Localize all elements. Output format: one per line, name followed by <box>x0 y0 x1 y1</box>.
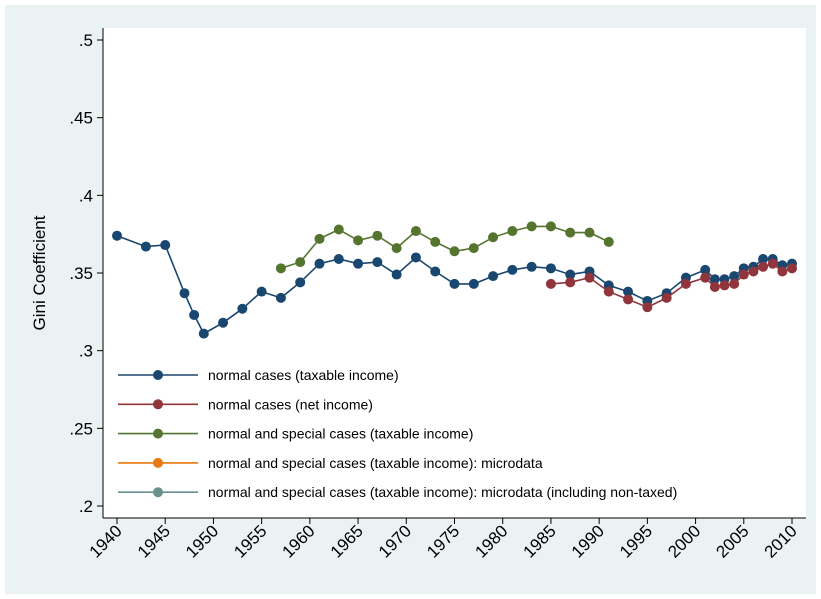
data-point <box>603 236 614 247</box>
data-point <box>565 227 576 238</box>
data-point <box>179 288 190 299</box>
data-point <box>767 258 778 269</box>
data-point <box>661 292 672 303</box>
data-point <box>314 233 325 244</box>
data-point <box>758 261 769 272</box>
data-point <box>758 254 769 265</box>
data-point <box>295 257 306 268</box>
data-point <box>709 281 720 292</box>
legend-label: normal and special cases (taxable income… <box>208 455 543 471</box>
data-point <box>642 302 653 313</box>
legend-marker <box>153 487 163 498</box>
data-point <box>468 278 479 289</box>
data-point <box>295 277 306 288</box>
data-point <box>777 266 788 277</box>
y-tick-label: .35 <box>69 264 93 283</box>
y-tick-label: .45 <box>69 109 93 128</box>
legend-marker <box>153 428 163 439</box>
data-point <box>391 243 402 254</box>
data-point <box>526 261 537 272</box>
data-point <box>353 258 364 269</box>
data-point <box>314 258 325 269</box>
data-point <box>275 263 286 274</box>
legend-label: normal cases (net income) <box>208 396 373 412</box>
data-point <box>565 277 576 288</box>
data-point <box>603 286 614 297</box>
data-point <box>449 278 460 289</box>
data-point <box>565 269 576 280</box>
data-point <box>275 292 286 303</box>
plot-region <box>103 28 806 518</box>
data-point <box>729 278 740 289</box>
data-point <box>372 230 383 241</box>
data-point <box>372 257 383 268</box>
legend-marker <box>153 370 163 380</box>
data-point <box>333 224 344 235</box>
data-point <box>353 235 364 246</box>
data-point <box>623 294 634 305</box>
data-point <box>700 264 711 275</box>
data-point <box>488 232 499 243</box>
data-point <box>237 303 248 314</box>
data-point <box>430 236 441 247</box>
data-point <box>333 254 344 265</box>
data-point <box>198 328 209 339</box>
data-point <box>160 240 171 251</box>
data-point <box>507 264 518 275</box>
legend-label: normal and special cases (taxable income… <box>208 484 677 500</box>
data-point <box>410 252 421 263</box>
y-tick-label: .25 <box>69 419 93 438</box>
data-point <box>709 274 720 285</box>
data-point <box>430 266 441 277</box>
data-point <box>545 278 556 289</box>
y-axis-label: Gini Coefficient <box>30 215 49 330</box>
data-point <box>410 226 421 237</box>
data-point <box>623 286 634 297</box>
data-point <box>719 280 730 291</box>
data-point <box>507 226 518 237</box>
data-point <box>738 269 749 280</box>
legend-marker <box>153 457 163 468</box>
data-point <box>787 263 797 274</box>
data-point <box>545 263 556 274</box>
data-point <box>468 243 479 254</box>
legend-marker <box>153 399 163 410</box>
data-point <box>700 272 711 283</box>
data-point <box>256 286 267 297</box>
data-point <box>218 317 229 328</box>
data-point <box>189 309 200 320</box>
y-tick-label: .2 <box>79 497 93 516</box>
y-tick-label: .4 <box>79 186 93 205</box>
data-point <box>729 271 740 282</box>
legend-label: normal cases (taxable income) <box>208 367 399 383</box>
data-point <box>526 221 537 232</box>
data-point <box>748 266 759 277</box>
legend-label: normal and special cases (taxable income… <box>208 426 473 442</box>
data-point <box>584 272 595 283</box>
data-point <box>112 230 122 241</box>
data-point <box>140 241 151 252</box>
data-point <box>449 246 460 257</box>
data-point <box>488 271 499 282</box>
y-tick-label: .5 <box>79 31 93 50</box>
data-point <box>584 227 595 238</box>
data-point <box>391 269 402 280</box>
data-point <box>545 221 556 232</box>
y-tick-label: .3 <box>79 342 93 361</box>
data-point <box>680 278 691 289</box>
